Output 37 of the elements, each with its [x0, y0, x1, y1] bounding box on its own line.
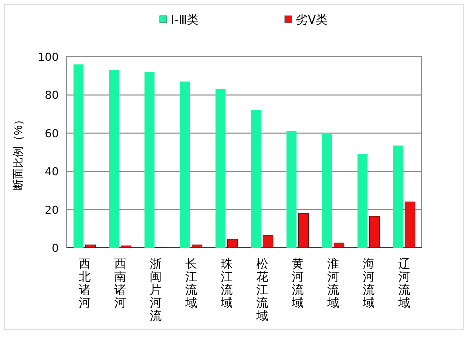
x-tick-label: 西南诸河	[114, 257, 126, 310]
x-tick-label: 松花江流域	[255, 257, 268, 323]
bar	[85, 244, 96, 248]
bar	[192, 244, 203, 248]
bar	[144, 72, 155, 248]
bar	[369, 216, 380, 248]
bar	[216, 89, 226, 248]
bar	[404, 202, 416, 248]
y-tick-label: 0	[52, 242, 59, 255]
bar	[286, 131, 297, 248]
x-tick-label: 珠江流域	[220, 257, 233, 310]
bar	[74, 64, 84, 248]
x-tick-label: 长江流域	[184, 257, 198, 310]
bar	[298, 213, 310, 248]
x-tick-label: 海河流域	[362, 257, 375, 310]
y-axis-title: 断面比例（%）	[12, 114, 25, 190]
bar	[251, 110, 262, 248]
y-tick-label: 80	[45, 89, 59, 102]
x-tick-label: 黄河流域	[290, 257, 304, 310]
y-tick-label: 100	[38, 51, 59, 64]
bar	[180, 82, 190, 248]
y-tick-label: 40	[45, 166, 59, 179]
x-tick-label: 浙闽片河流	[150, 257, 162, 323]
y-tick-label: 20	[45, 204, 59, 217]
bar	[334, 242, 345, 248]
bar	[227, 239, 238, 248]
x-tick-label: 辽河流域	[397, 257, 410, 310]
y-tick-label: 60	[45, 127, 59, 140]
x-tick-label: 淮河流域	[326, 257, 340, 310]
x-tick-label: 西北诸河	[78, 257, 91, 310]
bar	[358, 154, 368, 248]
legend-label: 劣Ⅴ类	[296, 13, 328, 27]
bar	[393, 146, 404, 248]
bar	[109, 70, 120, 248]
legend-label: Ⅰ-Ⅲ类	[171, 13, 199, 27]
bar	[322, 133, 332, 248]
bar	[262, 235, 274, 248]
